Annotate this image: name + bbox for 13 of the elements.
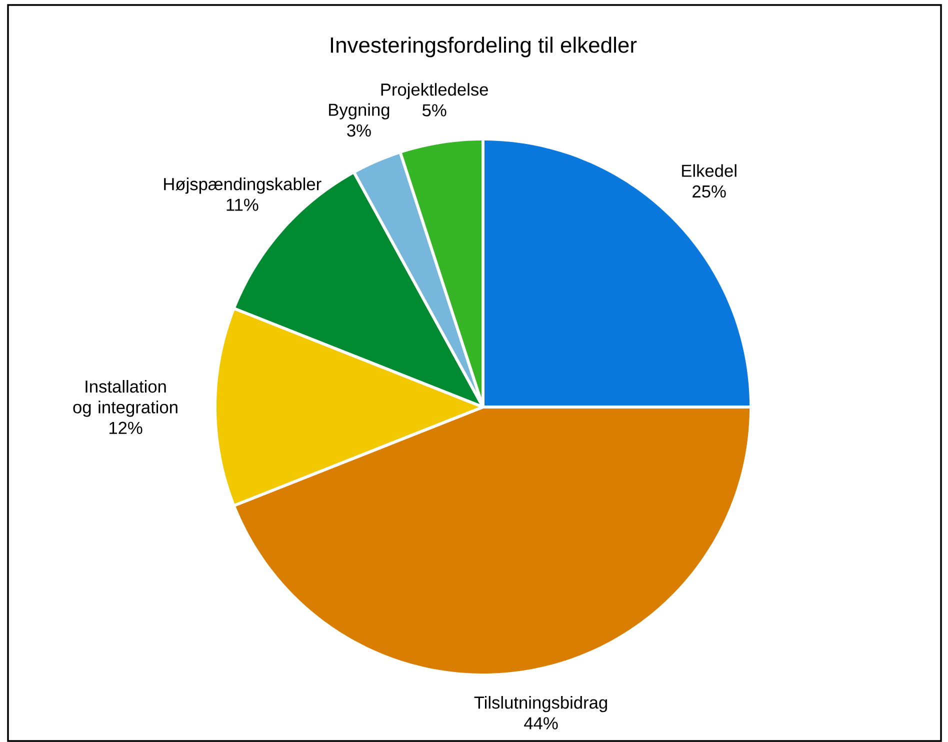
data-label: 12% xyxy=(109,422,142,434)
data-label: 11% xyxy=(226,198,258,211)
slice-label: Elkedel xyxy=(682,164,736,177)
slice-label: Bygning xyxy=(329,103,390,120)
data-label: 44% xyxy=(524,717,558,730)
slice-label: Installation og integration xyxy=(73,380,178,417)
slice-label: Tilslutningsbidrag xyxy=(474,696,607,712)
slice-label: Projektledelse xyxy=(381,83,488,100)
data-label: 5% xyxy=(422,104,446,116)
data-label: 3% xyxy=(347,124,371,137)
data-label: 25% xyxy=(692,185,726,198)
slice-label: Højspændingskabler xyxy=(164,178,322,194)
chart-title: Investeringsfordeling til elkedler xyxy=(330,36,637,58)
